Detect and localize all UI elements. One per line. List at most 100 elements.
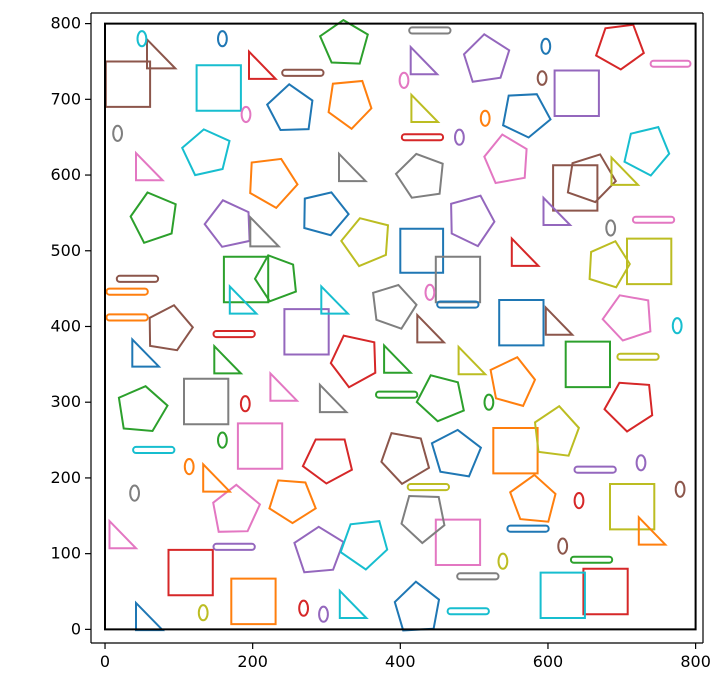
pill-mark xyxy=(631,215,676,224)
pentagon-mark xyxy=(623,125,671,177)
pill-mark xyxy=(406,483,451,492)
y-tick-label: 400 xyxy=(50,316,81,335)
y-tick-label: 200 xyxy=(50,468,81,487)
pill-mark xyxy=(281,68,325,77)
oval-mark xyxy=(217,431,228,449)
triangle-mark xyxy=(610,155,641,186)
oval-mark xyxy=(483,393,495,411)
y-tick-label: 0 xyxy=(71,619,81,638)
pill-mark xyxy=(132,445,176,454)
pill-mark xyxy=(506,524,550,533)
pentagon-mark xyxy=(372,283,418,330)
square-mark xyxy=(498,299,545,347)
square-mark xyxy=(434,518,482,566)
oval-mark xyxy=(112,124,123,142)
pentagon-mark xyxy=(265,83,314,132)
pentagon-mark xyxy=(148,303,195,352)
oval-mark xyxy=(671,317,683,335)
triangle-mark xyxy=(410,92,441,123)
triangle-mark xyxy=(338,588,369,619)
pill-mark xyxy=(616,352,660,361)
triangle-mark xyxy=(409,44,440,76)
oval-mark xyxy=(557,537,569,555)
pill-mark xyxy=(649,59,692,68)
pentagon-mark xyxy=(533,404,581,457)
pill-mark xyxy=(446,607,490,616)
pentagon-mark xyxy=(462,33,511,83)
square-mark xyxy=(564,340,611,389)
triangle-mark xyxy=(637,514,668,546)
pill-mark xyxy=(105,287,149,296)
oval-mark xyxy=(605,219,617,237)
x-tick-label: 400 xyxy=(385,652,416,671)
y-tick-label: 800 xyxy=(50,14,81,33)
y-tick-label: 100 xyxy=(50,544,81,563)
oval-mark xyxy=(497,552,509,570)
pentagon-mark xyxy=(249,157,299,210)
square-mark xyxy=(492,427,539,475)
square-mark xyxy=(104,60,152,108)
square-mark xyxy=(609,483,656,531)
triangle-mark xyxy=(228,283,259,315)
pentagon-mark xyxy=(301,438,354,485)
square-mark xyxy=(539,571,586,619)
square-mark xyxy=(553,69,600,117)
pentagon-mark xyxy=(489,355,537,408)
pentagon-mark xyxy=(566,153,618,204)
y-tick-label: 300 xyxy=(50,392,81,411)
pentagon-mark xyxy=(117,385,169,433)
triangle-mark xyxy=(338,151,368,183)
oval-mark xyxy=(424,283,436,301)
oval-mark xyxy=(197,604,209,622)
triangle-mark xyxy=(108,518,139,550)
square-mark xyxy=(183,377,230,426)
oval-mark xyxy=(573,492,585,510)
pill-mark xyxy=(212,542,256,551)
square-mark xyxy=(626,237,673,286)
square-mark xyxy=(230,577,277,626)
pentagon-mark xyxy=(393,580,441,632)
square-mark xyxy=(552,164,599,212)
pill-mark xyxy=(436,300,480,309)
triangle-mark xyxy=(249,214,282,248)
oval-mark xyxy=(240,105,252,124)
pentagon-mark xyxy=(203,199,251,248)
triangle-mark xyxy=(248,49,278,80)
pentagon-mark xyxy=(253,254,297,303)
y-axis-ticks: 0 100 200 300 400 500 600 700 800 xyxy=(50,14,91,638)
oval-mark xyxy=(183,458,195,476)
oval-mark xyxy=(479,109,491,127)
square-mark xyxy=(236,422,284,470)
triangle-mark xyxy=(544,305,575,336)
pentagon-mark xyxy=(329,334,377,389)
triangle-mark xyxy=(146,36,178,70)
pentagon-mark xyxy=(303,191,350,237)
triangle-mark xyxy=(383,342,414,374)
oval-mark xyxy=(298,599,310,617)
y-tick-label: 700 xyxy=(50,89,81,108)
shape-layer xyxy=(104,18,692,632)
pentagon-mark xyxy=(430,428,483,478)
pentagon-mark xyxy=(268,479,317,525)
pentagon-mark xyxy=(327,79,373,131)
triangle-mark xyxy=(320,283,351,315)
x-tick-label: 600 xyxy=(533,652,564,671)
square-mark xyxy=(283,308,330,356)
pentagon-mark xyxy=(318,18,369,65)
pentagon-mark xyxy=(588,239,631,289)
pentagon-mark xyxy=(180,128,231,177)
pill-mark xyxy=(408,26,452,35)
pill-mark xyxy=(573,465,617,474)
pentagon-mark xyxy=(380,431,431,486)
container-outline xyxy=(104,22,697,631)
pentagon-mark xyxy=(601,294,652,342)
oval-mark xyxy=(129,484,141,502)
pill-mark xyxy=(569,555,614,564)
pentagon-mark xyxy=(212,483,262,533)
triangle-mark xyxy=(510,236,541,267)
triangle-mark xyxy=(135,150,165,182)
oval-mark xyxy=(540,37,552,55)
square-mark xyxy=(582,567,629,616)
pentagon-mark xyxy=(400,494,446,545)
pill-mark xyxy=(105,313,149,322)
